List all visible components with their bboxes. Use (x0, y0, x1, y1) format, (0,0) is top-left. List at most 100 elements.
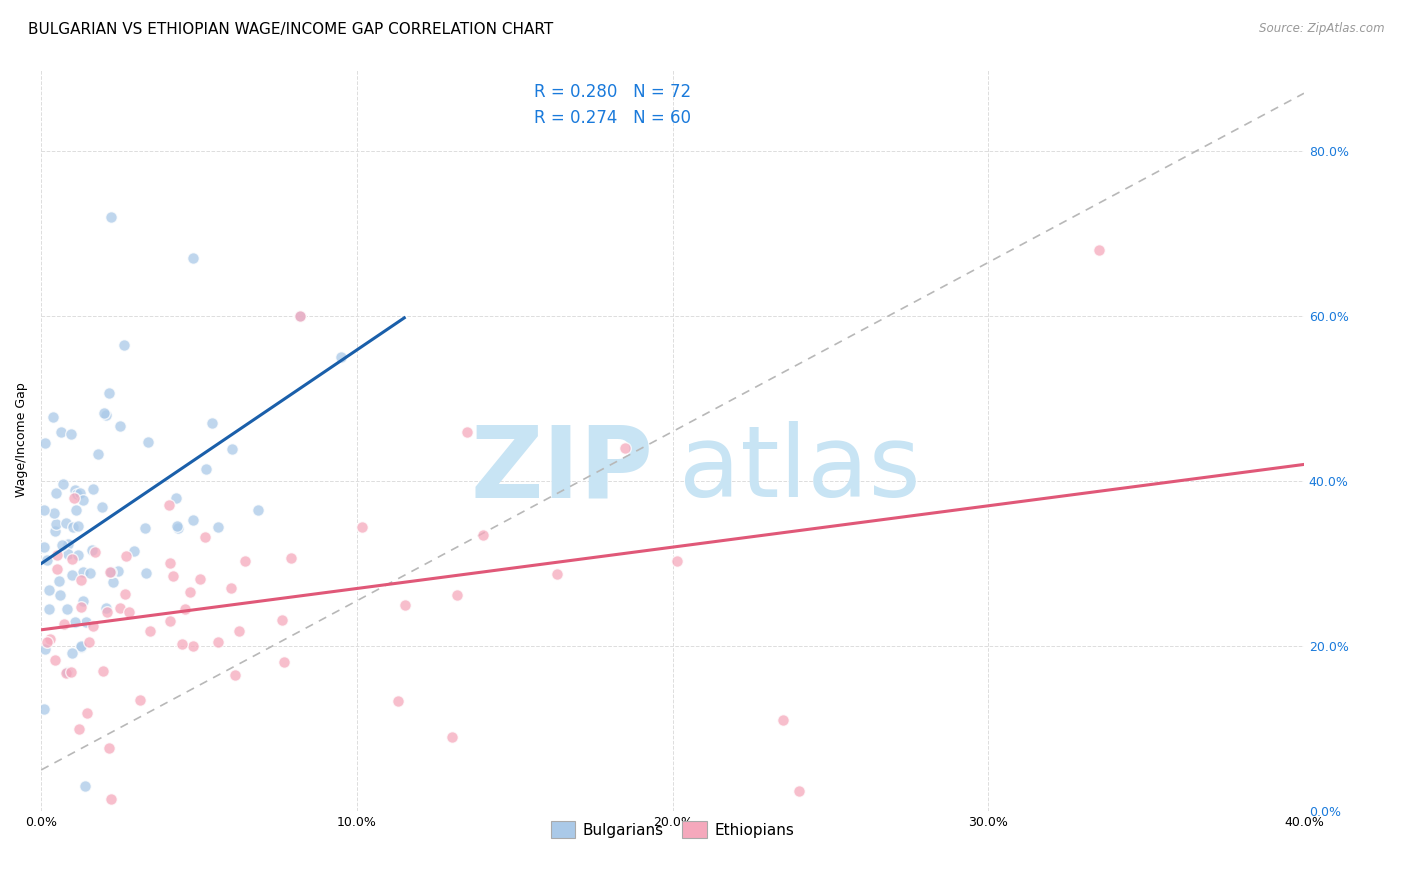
Point (172, 637, 194, 651)
Point (34, 503, 56, 517)
Point (112, 337, 135, 351)
Point (194, 530, 217, 544)
Point (45, 516, 67, 531)
Point (129, 693, 152, 707)
Point (139, 624, 162, 639)
Point (65, 503, 87, 517)
Point (134, 521, 156, 535)
Point (103, 575, 125, 590)
Point (159, 614, 181, 628)
Text: R = 0.274   N = 60: R = 0.274 N = 60 (534, 109, 690, 127)
Point (72, 565, 94, 579)
Point (60, 551, 83, 566)
Point (56, 547, 79, 561)
Point (166, 521, 188, 535)
Point (44, 506, 66, 520)
Point (97, 740, 120, 755)
Point (60, 647, 83, 661)
Point (48, 588, 70, 602)
Point (394, 598, 416, 612)
Point (440, 730, 463, 744)
Point (1087, 243, 1109, 257)
Y-axis label: Wage/Income Gap: Wage/Income Gap (15, 383, 28, 497)
Point (59, 665, 82, 679)
Point (75, 780, 97, 794)
Point (93, 665, 115, 679)
Point (72, 493, 94, 508)
Point (100, 792, 122, 806)
Point (614, 441, 637, 455)
Point (96, 600, 118, 615)
Point (387, 694, 409, 708)
Point (56, 665, 79, 680)
Point (288, 309, 311, 323)
Point (79, 635, 101, 649)
Point (38, 602, 60, 616)
Point (122, 543, 145, 558)
Point (138, 435, 160, 450)
Point (69, 640, 91, 654)
Point (166, 519, 188, 533)
Point (787, 783, 810, 797)
Point (108, 418, 131, 433)
Point (66, 487, 89, 501)
Point (174, 602, 197, 616)
Point (51, 538, 73, 552)
Point (181, 513, 204, 527)
Point (181, 252, 204, 266)
Text: atlas: atlas (679, 421, 921, 518)
Point (224, 667, 246, 681)
Point (34, 641, 56, 656)
Point (56, 602, 79, 616)
Point (233, 554, 256, 568)
Point (165, 491, 187, 505)
Point (330, 351, 353, 365)
Point (471, 528, 494, 542)
Point (114, 587, 136, 601)
Point (195, 462, 218, 476)
Point (247, 503, 270, 517)
Point (200, 416, 222, 430)
Point (352, 520, 374, 534)
Point (666, 553, 689, 567)
Point (72, 593, 94, 607)
Point (69, 639, 91, 653)
Point (65, 483, 87, 497)
Point (221, 442, 243, 456)
Point (39, 632, 62, 646)
Point (93, 406, 115, 420)
Point (58, 537, 80, 551)
Point (35, 635, 58, 649)
Point (65, 615, 87, 629)
Point (94, 408, 117, 422)
Point (162, 568, 184, 582)
Point (772, 714, 794, 728)
Point (45, 548, 67, 562)
Point (60, 427, 83, 442)
Point (41, 410, 63, 425)
Point (97, 385, 120, 400)
Point (456, 425, 478, 439)
Point (159, 556, 181, 570)
Point (100, 210, 122, 224)
Point (118, 605, 141, 619)
Point (188, 573, 211, 587)
Point (34, 702, 56, 716)
Point (66, 519, 89, 533)
Point (49, 425, 72, 439)
Point (76, 706, 98, 720)
Point (271, 613, 294, 627)
Point (34, 436, 56, 450)
Point (79, 566, 101, 580)
Point (96, 605, 118, 619)
Point (55, 665, 77, 680)
Point (75, 615, 97, 629)
Point (82, 482, 104, 496)
Point (67, 722, 90, 736)
Point (115, 549, 138, 563)
Text: Source: ZipAtlas.com: Source: ZipAtlas.com (1260, 22, 1385, 36)
Point (48, 574, 70, 589)
Point (55, 516, 77, 530)
Point (46, 562, 69, 576)
Point (228, 624, 250, 639)
